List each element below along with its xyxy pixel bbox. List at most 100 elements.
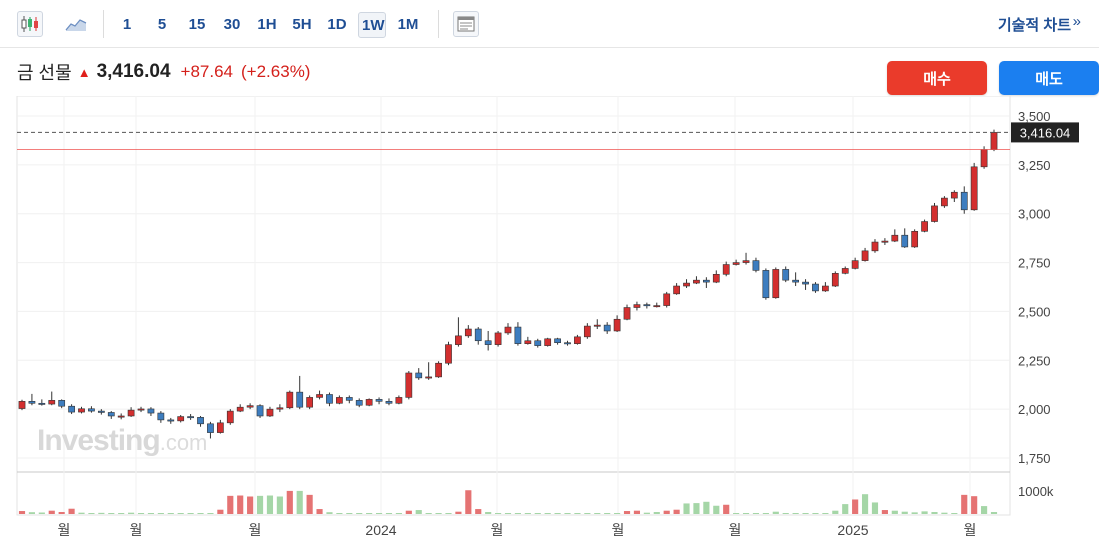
candle-body: [345, 397, 353, 401]
candle-body: [88, 408, 95, 412]
candle-body: [603, 324, 611, 332]
area-chart-icon[interactable]: [63, 11, 89, 37]
toolbar-divider: [103, 10, 104, 38]
interval-1[interactable]: 1: [122, 16, 132, 33]
toolbar-divider: [438, 10, 439, 38]
volume-bar: [931, 512, 938, 514]
volume-bar: [247, 496, 254, 514]
volume-bar: [28, 512, 35, 514]
interval-1w[interactable]: 1W: [358, 12, 386, 38]
volume-bar: [990, 512, 998, 514]
volume-bar: [524, 513, 531, 514]
candle-body: [941, 197, 948, 207]
candle-body: [593, 324, 601, 327]
volume-bar: [673, 509, 680, 514]
candle-body: [772, 269, 780, 299]
candle-body: [990, 132, 998, 150]
volume-bar: [663, 510, 670, 514]
current-price-label: 3,416.04: [1020, 125, 1071, 140]
candle-body: [504, 326, 512, 334]
volume-bar: [465, 490, 472, 514]
candle-body: [960, 191, 968, 211]
volume-bar: [326, 512, 333, 514]
candle-body: [256, 405, 264, 417]
candle-body: [68, 405, 75, 413]
candle-body: [613, 318, 621, 332]
volume-bar: [812, 513, 819, 514]
volume-bar: [256, 495, 264, 514]
candle-body: [38, 402, 46, 405]
price-change-percent: (+2.63%): [241, 62, 311, 81]
candle-body: [564, 342, 571, 345]
volume-bar: [18, 511, 26, 514]
volume-bar: [752, 513, 760, 514]
candle-body: [970, 166, 978, 211]
candle-body: [286, 391, 294, 409]
volume-bar: [385, 513, 393, 514]
volume-bar: [604, 513, 611, 514]
candle-body: [226, 410, 234, 424]
volume-bar: [832, 510, 839, 514]
candle-body: [355, 400, 363, 406]
price-change: +87.64: [180, 62, 234, 81]
candle-body: [950, 191, 958, 199]
interval-1d[interactable]: 1D: [327, 16, 347, 33]
interval-5h[interactable]: 5H: [292, 16, 312, 33]
candle-body: [514, 326, 522, 344]
interval-5[interactable]: 5: [157, 16, 167, 33]
candle-body: [415, 372, 423, 379]
candle-body: [236, 406, 244, 412]
interval-30[interactable]: 30: [223, 16, 241, 33]
candle-body: [306, 397, 314, 408]
volume-bar: [395, 513, 402, 514]
volume-bar: [842, 504, 849, 514]
volume-bar: [38, 512, 45, 514]
candle-body: [445, 344, 452, 364]
candle-body: [861, 250, 869, 261]
volume-bar: [623, 511, 631, 514]
double-chevron-right-icon[interactable]: »: [1072, 13, 1081, 30]
candle-body: [851, 260, 859, 269]
volume-bar: [713, 505, 720, 514]
volume-bar: [78, 512, 85, 514]
volume-bar: [276, 496, 283, 514]
volume-bar: [683, 503, 690, 514]
candle-body: [127, 409, 135, 417]
volume-bar: [911, 512, 918, 514]
price-chart[interactable]: 3,500 3,250 3,000 2,750 2,500 2,250 2,000 1,750…: [0, 96, 1099, 557]
x-tick-label: 월: [729, 522, 742, 538]
volume-bar: [822, 513, 829, 514]
interval-1h[interactable]: 1H: [257, 16, 277, 33]
volume-bar: [643, 512, 650, 514]
volume-bar: [167, 513, 174, 514]
sell-button[interactable]: 매도: [999, 61, 1099, 95]
candle-body: [871, 241, 879, 252]
volume-bar: [266, 495, 274, 514]
candle-body: [891, 234, 899, 242]
volume-bar: [971, 496, 978, 514]
candle-body: [712, 273, 720, 283]
news-panel-icon[interactable]: [453, 11, 479, 37]
technical-chart-link[interactable]: 기술적 차트: [997, 17, 1071, 34]
volume-bar: [961, 494, 968, 514]
candle-body: [326, 394, 333, 404]
volume-bar: [614, 513, 621, 514]
volume-bar: [455, 511, 462, 514]
y-tick-label: 3,000: [1018, 207, 1051, 222]
interval-1m[interactable]: 1M: [397, 16, 419, 33]
volume-bar: [207, 513, 214, 514]
volume-bar: [147, 513, 155, 514]
volume-bar: [901, 511, 908, 514]
candle-body: [296, 391, 304, 408]
candle-body: [167, 419, 175, 422]
candlestick-icon[interactable]: [17, 11, 43, 37]
candle-body: [683, 282, 690, 287]
y-tick-label: 2,250: [1018, 353, 1051, 368]
candle-body: [524, 340, 532, 344]
buy-button[interactable]: 매수: [887, 61, 987, 95]
interval-15[interactable]: 15: [188, 16, 206, 33]
volume-bar: [871, 502, 879, 514]
y-tick-label: 2,500: [1018, 304, 1051, 319]
volume-bar: [495, 513, 502, 514]
last-price: 3,416.04: [96, 61, 171, 82]
